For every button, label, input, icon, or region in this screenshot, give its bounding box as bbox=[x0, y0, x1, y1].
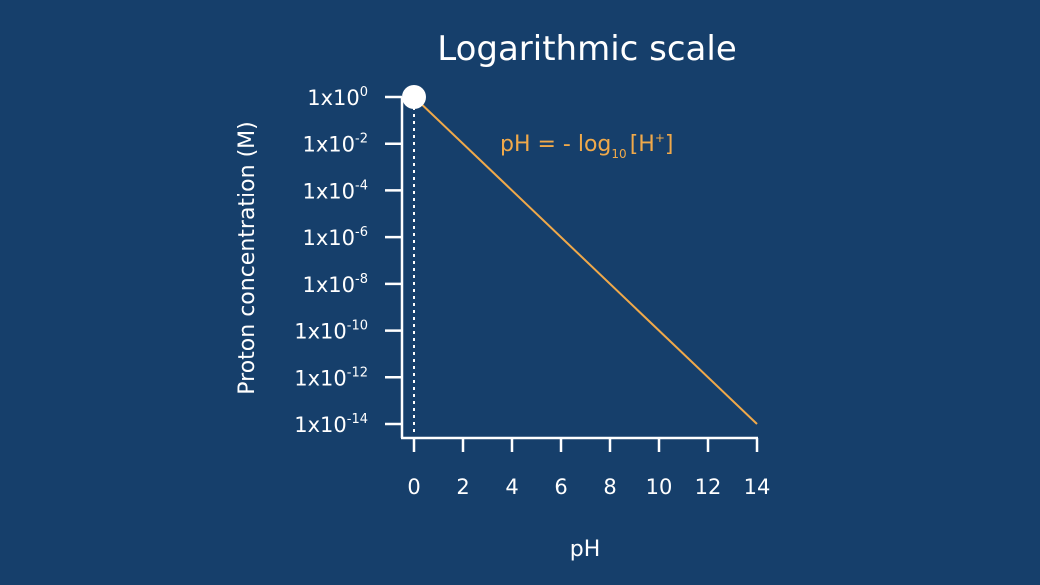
x-tick-label: 4 bbox=[505, 475, 518, 499]
highlight-point bbox=[402, 85, 426, 109]
x-tick-label: 8 bbox=[603, 475, 616, 499]
formula-annotation: pH = - log10 [H+] bbox=[500, 131, 673, 161]
x-tick-label: 0 bbox=[407, 475, 420, 499]
x-tick-label: 2 bbox=[456, 475, 469, 499]
x-tick-label: 6 bbox=[554, 475, 567, 499]
y-tick-label: 1x100 bbox=[307, 85, 368, 110]
x-axis-label: pH bbox=[570, 537, 601, 562]
y-tick-label: 1x10-4 bbox=[303, 178, 368, 203]
x-ticks: 0 2 4 6 8 10 12 14 bbox=[407, 438, 770, 499]
chart-title: Logarithmic scale bbox=[437, 29, 737, 69]
y-tick-label: 1x10-6 bbox=[303, 225, 368, 250]
series-line bbox=[413, 96, 758, 425]
y-tick-label: 1x10-10 bbox=[294, 319, 368, 344]
y-tick-label: 1x10-2 bbox=[303, 132, 368, 157]
x-tick-label: 14 bbox=[744, 475, 771, 499]
y-tick-label: 1x10-14 bbox=[294, 412, 368, 437]
data-marks bbox=[402, 85, 758, 436]
x-tick-label: 10 bbox=[646, 475, 673, 499]
y-tick-label: 1x10-8 bbox=[303, 272, 368, 297]
y-axis-label: Proton concentration (M) bbox=[235, 121, 260, 394]
axes bbox=[400, 97, 758, 440]
y-ticks: 1x100 1x10-2 1x10-4 1x10-6 1x10-8 1x10-10 1x10… bbox=[294, 85, 402, 437]
x-tick-label: 12 bbox=[695, 475, 722, 499]
y-tick-label: 1x10-12 bbox=[294, 365, 368, 390]
